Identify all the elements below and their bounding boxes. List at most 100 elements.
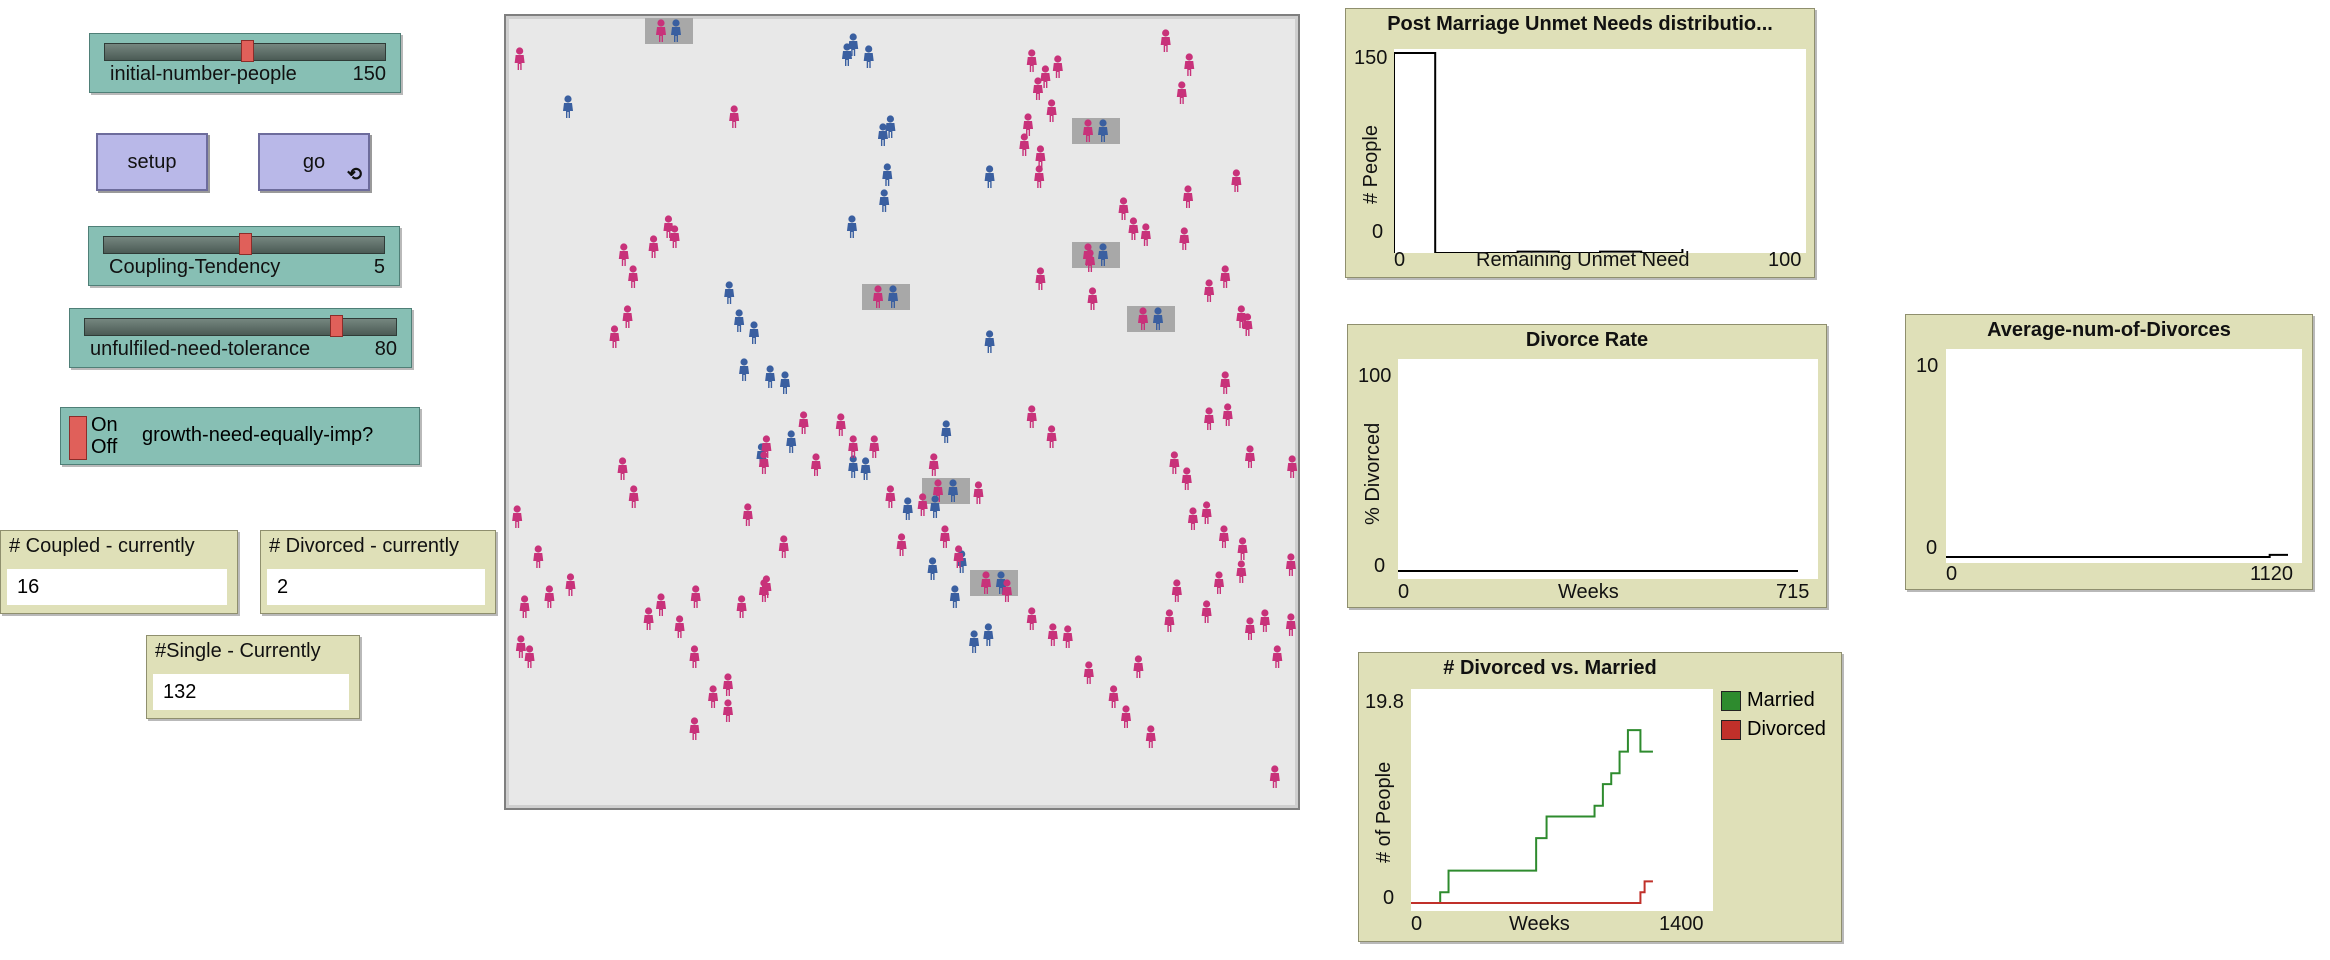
plot-unmet-needs: Post Marriage Unmet Needs distributio...… [1345,8,1815,278]
y-axis-label: # of People [1373,761,1395,863]
female-agent [896,533,907,556]
female-agent [1201,501,1212,524]
female-agent [928,453,939,476]
female-agent [1108,685,1119,708]
female-agent [1222,403,1233,426]
female-agent [1133,655,1144,678]
plot-title: Divorce Rate [1525,329,1649,351]
male-agent [734,309,745,332]
male-agent [1098,243,1108,266]
female-agent [565,573,576,596]
female-agent [742,503,753,526]
female-agent [524,645,535,668]
female-agent [512,505,523,528]
female-agent [981,571,991,594]
female-agent [1032,77,1043,100]
female-agent [1160,29,1171,52]
female-agent [1245,445,1255,468]
female-agent [736,595,747,618]
female-agent [835,413,846,436]
y-axis-label: % Divorced [1362,422,1384,525]
slider-initial-number-people[interactable]: initial-number-people 150 [89,33,401,93]
female-agent [1201,600,1212,623]
female-agent [1140,223,1151,246]
x-max-label: 715 [1776,581,1810,603]
histogram-bars [1393,52,1684,254]
female-agent [1236,560,1247,583]
female-agent [1026,607,1037,630]
legend: Married Divorced [1721,689,1826,741]
female-agent [1083,119,1093,142]
slider-value: 150 [352,63,386,85]
male-agent [983,623,994,646]
male-agent [885,115,896,138]
switch-on-label: On [91,414,118,436]
female-agent [1128,217,1139,240]
slider-unfulfiled-need-tolerance[interactable]: unfulfiled-need-tolerance 80 [69,308,412,368]
female-agent [1019,133,1030,156]
female-agent [1034,165,1045,188]
plot-divorce-rate: Divorce Rate 100 0 0 Weeks 715 % Divorce… [1347,324,1827,608]
male-agent [863,45,874,68]
male-agent [902,497,913,520]
slider-handle[interactable] [330,315,343,337]
switch-label: growth-need-equally-imp? [142,424,374,446]
slider-handle[interactable] [239,233,252,255]
female-agent [1183,185,1193,208]
forever-icon: ⟲ [346,164,362,184]
go-button[interactable]: go ⟲ [258,133,370,191]
female-agent [722,699,733,722]
female-agent [1204,279,1215,302]
female-agent [1040,65,1051,88]
female-agent [1187,507,1198,530]
female-agent [544,585,555,608]
setup-button-label: setup [127,150,177,173]
female-agent [1272,645,1283,668]
female-agent [1121,705,1131,728]
slider-handle[interactable] [241,40,254,62]
female-agent [1026,405,1037,428]
x-min-label: 0 [1398,581,1410,603]
female-agent [1138,307,1148,330]
female-agent [848,435,859,458]
male-agent [563,95,573,118]
switch-off-label: Off [91,436,118,458]
couple-patch [1127,306,1175,332]
world-view[interactable] [504,14,1300,810]
female-agent [722,673,733,696]
female-agent [690,585,701,608]
slider-track[interactable] [84,318,397,336]
switch-toggle[interactable] [69,416,87,460]
male-agent [786,430,797,453]
monitor-single: #Single - Currently 132 [146,635,360,719]
x-min-label: 0 [1411,913,1423,935]
slider-value: 5 [373,256,385,278]
slider-label: Coupling-Tendency [109,256,281,278]
slider-coupling-tendency[interactable]: Coupling-Tendency 5 [88,226,400,286]
legend-label: Divorced [1747,718,1826,740]
female-agent [1231,169,1242,192]
female-agent [1035,145,1046,168]
female-agent [758,451,769,474]
male-agent [877,123,888,146]
monitor-label: #Single - Currently [155,640,321,662]
x-max-label: 100 [1768,249,1802,271]
female-agent [917,493,928,516]
male-agent [949,585,960,608]
x-axis-label: Weeks [1558,581,1619,603]
female-agent [628,265,639,288]
monitor-label: # Coupled - currently [9,535,195,557]
female-agent [1087,287,1098,310]
female-agent [1169,451,1180,474]
switch-growth-need-equally-imp[interactable]: On Off growth-need-equally-imp? [60,407,420,465]
female-agent [689,645,700,668]
female-agent [798,411,809,434]
setup-button[interactable]: setup [96,133,208,191]
female-agent [1179,227,1190,250]
male-agent [948,479,958,502]
male-agent [724,281,735,304]
go-button-label: go [302,150,326,173]
female-agent [761,435,772,458]
female-agent [1218,525,1229,548]
world-canvas [512,18,1298,788]
